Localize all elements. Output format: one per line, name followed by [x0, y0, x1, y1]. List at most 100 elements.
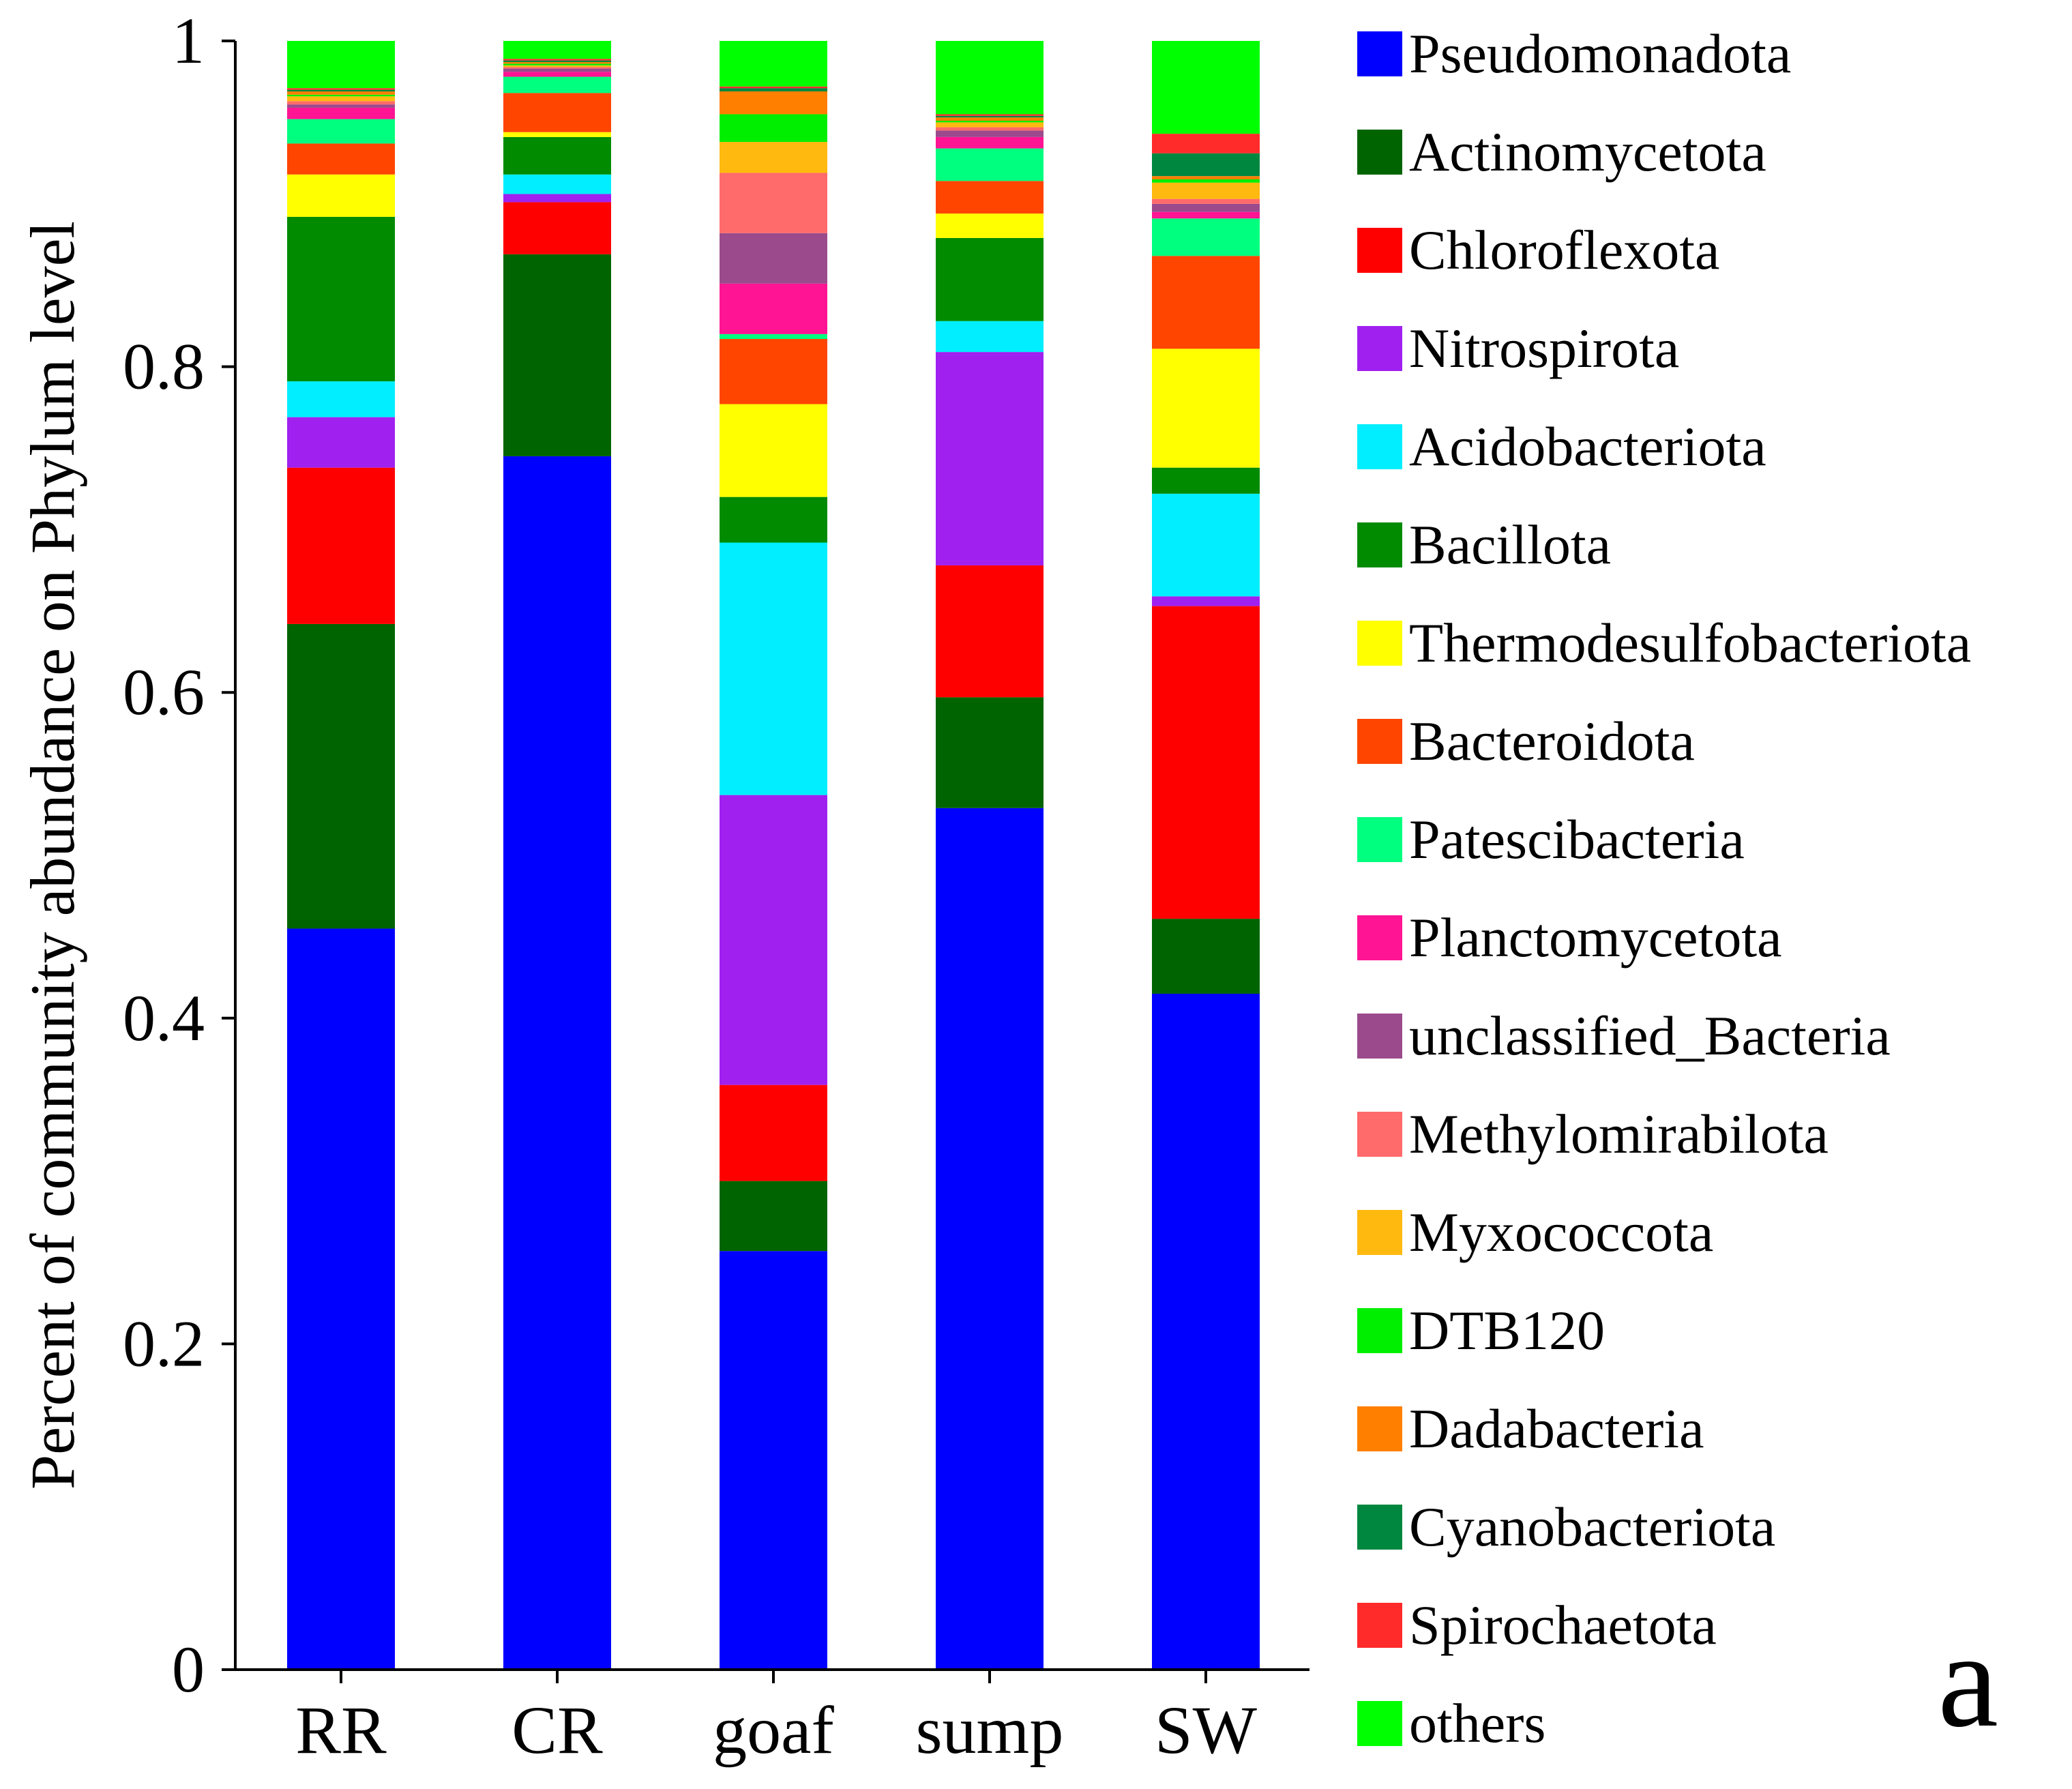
x-tick-label-goaf: goaf — [713, 1692, 834, 1768]
bar-segment-cr-bacteroidota — [503, 93, 611, 132]
bar-segment-cr-bacillota — [503, 136, 611, 175]
bar-segment-sw-spirochaetota — [1152, 134, 1260, 153]
legend-swatch-spirochaetota — [1357, 1603, 1402, 1648]
bar-segment-sw-chloroflexota — [1152, 606, 1260, 919]
y-tick-label: 0.2 — [123, 1307, 205, 1380]
bar-segment-sump-planctomycetota — [936, 136, 1044, 149]
bar-segment-sump-unclassified-bacteria — [936, 130, 1044, 137]
bar-segment-sw-bacillota — [1152, 467, 1260, 494]
bar-segment-goaf-unclassified-bacteria — [720, 233, 827, 284]
legend-swatch-bacteroidota — [1357, 719, 1402, 764]
legend-swatch-bacillota — [1357, 522, 1402, 567]
bar-segment-sw-thermodesulfobacteriota — [1152, 349, 1260, 468]
bar-segment-cr-pseudomonadota — [503, 456, 611, 1670]
bar-segment-sump-dadabacteria — [936, 117, 1044, 121]
axes-group — [234, 41, 1309, 1671]
bar-segment-cr-unclassified-bacteria — [503, 68, 611, 72]
legend-swatch-unclassified-bacteria — [1357, 1014, 1402, 1059]
bar-segment-goaf-thermodesulfobacteriota — [720, 404, 827, 497]
bar-segment-sw-pseudomonadota — [1152, 993, 1260, 1670]
legend-swatch-nitrospirota — [1357, 326, 1402, 371]
legend-label: Methylomirabilota — [1409, 1103, 1829, 1165]
bar-segment-cr-thermodesulfobacteriota — [503, 132, 611, 137]
legend-swatch-actinomycetota — [1357, 130, 1402, 175]
legend: Pseudomonadota Actinomycetota Chloroflexot… — [1357, 23, 1971, 1754]
y-axis-title: Percent of community abundance on Phylum… — [18, 221, 87, 1490]
bar-segment-cr-chloroflexota — [503, 202, 611, 254]
legend-label: Thermodesulfobacteriota — [1409, 612, 1971, 674]
bar-segment-sw-patescibacteria — [1152, 218, 1260, 256]
y-tick-label: 0.6 — [123, 655, 205, 728]
y-tick-label: 0.8 — [123, 330, 205, 403]
legend-swatch-patescibacteria — [1357, 817, 1402, 862]
bar-segment-sw-bacteroidota — [1152, 256, 1260, 349]
bar-segment-goaf-others — [720, 41, 827, 87]
bar-segment-rr-patescibacteria — [287, 119, 395, 144]
legend-label: unclassified_Bacteria — [1409, 1005, 1891, 1067]
legend-swatch-others — [1357, 1701, 1402, 1746]
bars-group — [287, 41, 1260, 1670]
bar-segment-rr-myxococcota — [287, 96, 395, 102]
legend-swatch-pseudomonadota — [1357, 31, 1402, 76]
bar-segment-cr-myxococcota — [503, 65, 611, 68]
bar-segment-rr-dtb120 — [287, 94, 395, 97]
bar-segment-sw-nitrospirota — [1152, 596, 1260, 606]
y-tick-label: 0 — [172, 1633, 205, 1706]
y-tick-label: 0.4 — [123, 981, 205, 1054]
bar-segment-sump-myxococcota — [936, 122, 1044, 128]
bar-segment-rr-dadabacteria — [287, 91, 395, 95]
legend-swatch-dtb120 — [1357, 1308, 1402, 1353]
bar-segment-rr-actinomycetota — [287, 623, 395, 929]
legend-swatch-dadabacteria — [1357, 1406, 1402, 1451]
bar-segment-cr-methylomirabilota — [503, 67, 611, 69]
bar-segment-sump-dtb120 — [936, 121, 1044, 123]
bar-segment-goaf-methylomirabilota — [720, 173, 827, 233]
bar-segment-rr-planctomycetota — [287, 107, 395, 119]
bar-segment-rr-methylomirabilota — [287, 101, 395, 105]
bar-segment-rr-spirochaetota — [287, 88, 395, 90]
bar-segment-sump-bacillota — [936, 237, 1044, 321]
legend-label: Pseudomonadota — [1409, 23, 1791, 85]
legend-swatch-myxococcota — [1357, 1210, 1402, 1255]
bar-segment-sump-cyanobacteriota — [936, 115, 1044, 118]
legend-swatch-cyanobacteriota — [1357, 1505, 1402, 1550]
bar-segment-rr-pseudomonadota — [287, 928, 395, 1670]
bar-segment-goaf-dadabacteria — [720, 91, 827, 115]
legend-label: Nitrospirota — [1409, 317, 1679, 379]
bar-segment-cr-acidobacteriota — [503, 174, 611, 194]
legend-swatch-thermodesulfobacteriota — [1357, 621, 1402, 666]
legend-label: Chloroflexota — [1409, 219, 1719, 281]
bar-segment-goaf-bacteroidota — [720, 339, 827, 404]
bar-segment-goaf-actinomycetota — [720, 1181, 827, 1252]
bar-segment-cr-dtb120 — [503, 63, 611, 65]
bar-segment-cr-patescibacteria — [503, 76, 611, 93]
bar-segment-sump-thermodesulfobacteriota — [936, 213, 1044, 238]
x-ticks-group: RR CR goaf sump SW — [295, 1670, 1258, 1768]
x-tick-label-sw: SW — [1155, 1692, 1258, 1768]
legend-label: Acidobacteriota — [1409, 415, 1766, 477]
bar-segment-sump-spirochaetota — [936, 114, 1044, 116]
bar-segment-sump-pseudomonadota — [936, 808, 1044, 1670]
bar-segment-sump-nitrospirota — [936, 352, 1044, 565]
bar-segment-sw-actinomycetota — [1152, 919, 1260, 994]
legend-label: DTB120 — [1409, 1299, 1605, 1361]
y-tick-label: 1 — [172, 4, 205, 77]
x-tick-label-rr: RR — [295, 1692, 387, 1768]
legend-swatch-chloroflexota — [1357, 228, 1402, 273]
bar-segment-sw-cyanobacteriota — [1152, 153, 1260, 177]
legend-label: Actinomycetota — [1409, 121, 1766, 183]
bar-segment-goaf-pseudomonadota — [720, 1251, 827, 1670]
bar-segment-goaf-spirochaetota — [720, 86, 827, 89]
legend-label: others — [1409, 1692, 1545, 1754]
bar-segment-goaf-cyanobacteriota — [720, 88, 827, 92]
bar-segment-rr-bacteroidota — [287, 143, 395, 175]
bar-segment-cr-actinomycetota — [503, 254, 611, 456]
legend-label: Bacteroidota — [1409, 710, 1695, 772]
bar-segment-sw-others — [1152, 41, 1260, 134]
bar-segment-rr-acidobacteriota — [287, 381, 395, 417]
bar-segment-cr-spirochaetota — [503, 59, 611, 61]
y-ticks-group: 0 0.2 0.4 0.6 0.8 1 — [123, 4, 235, 1706]
bar-segment-goaf-patescibacteria — [720, 334, 827, 340]
bar-segment-rr-thermodesulfobacteriota — [287, 174, 395, 217]
